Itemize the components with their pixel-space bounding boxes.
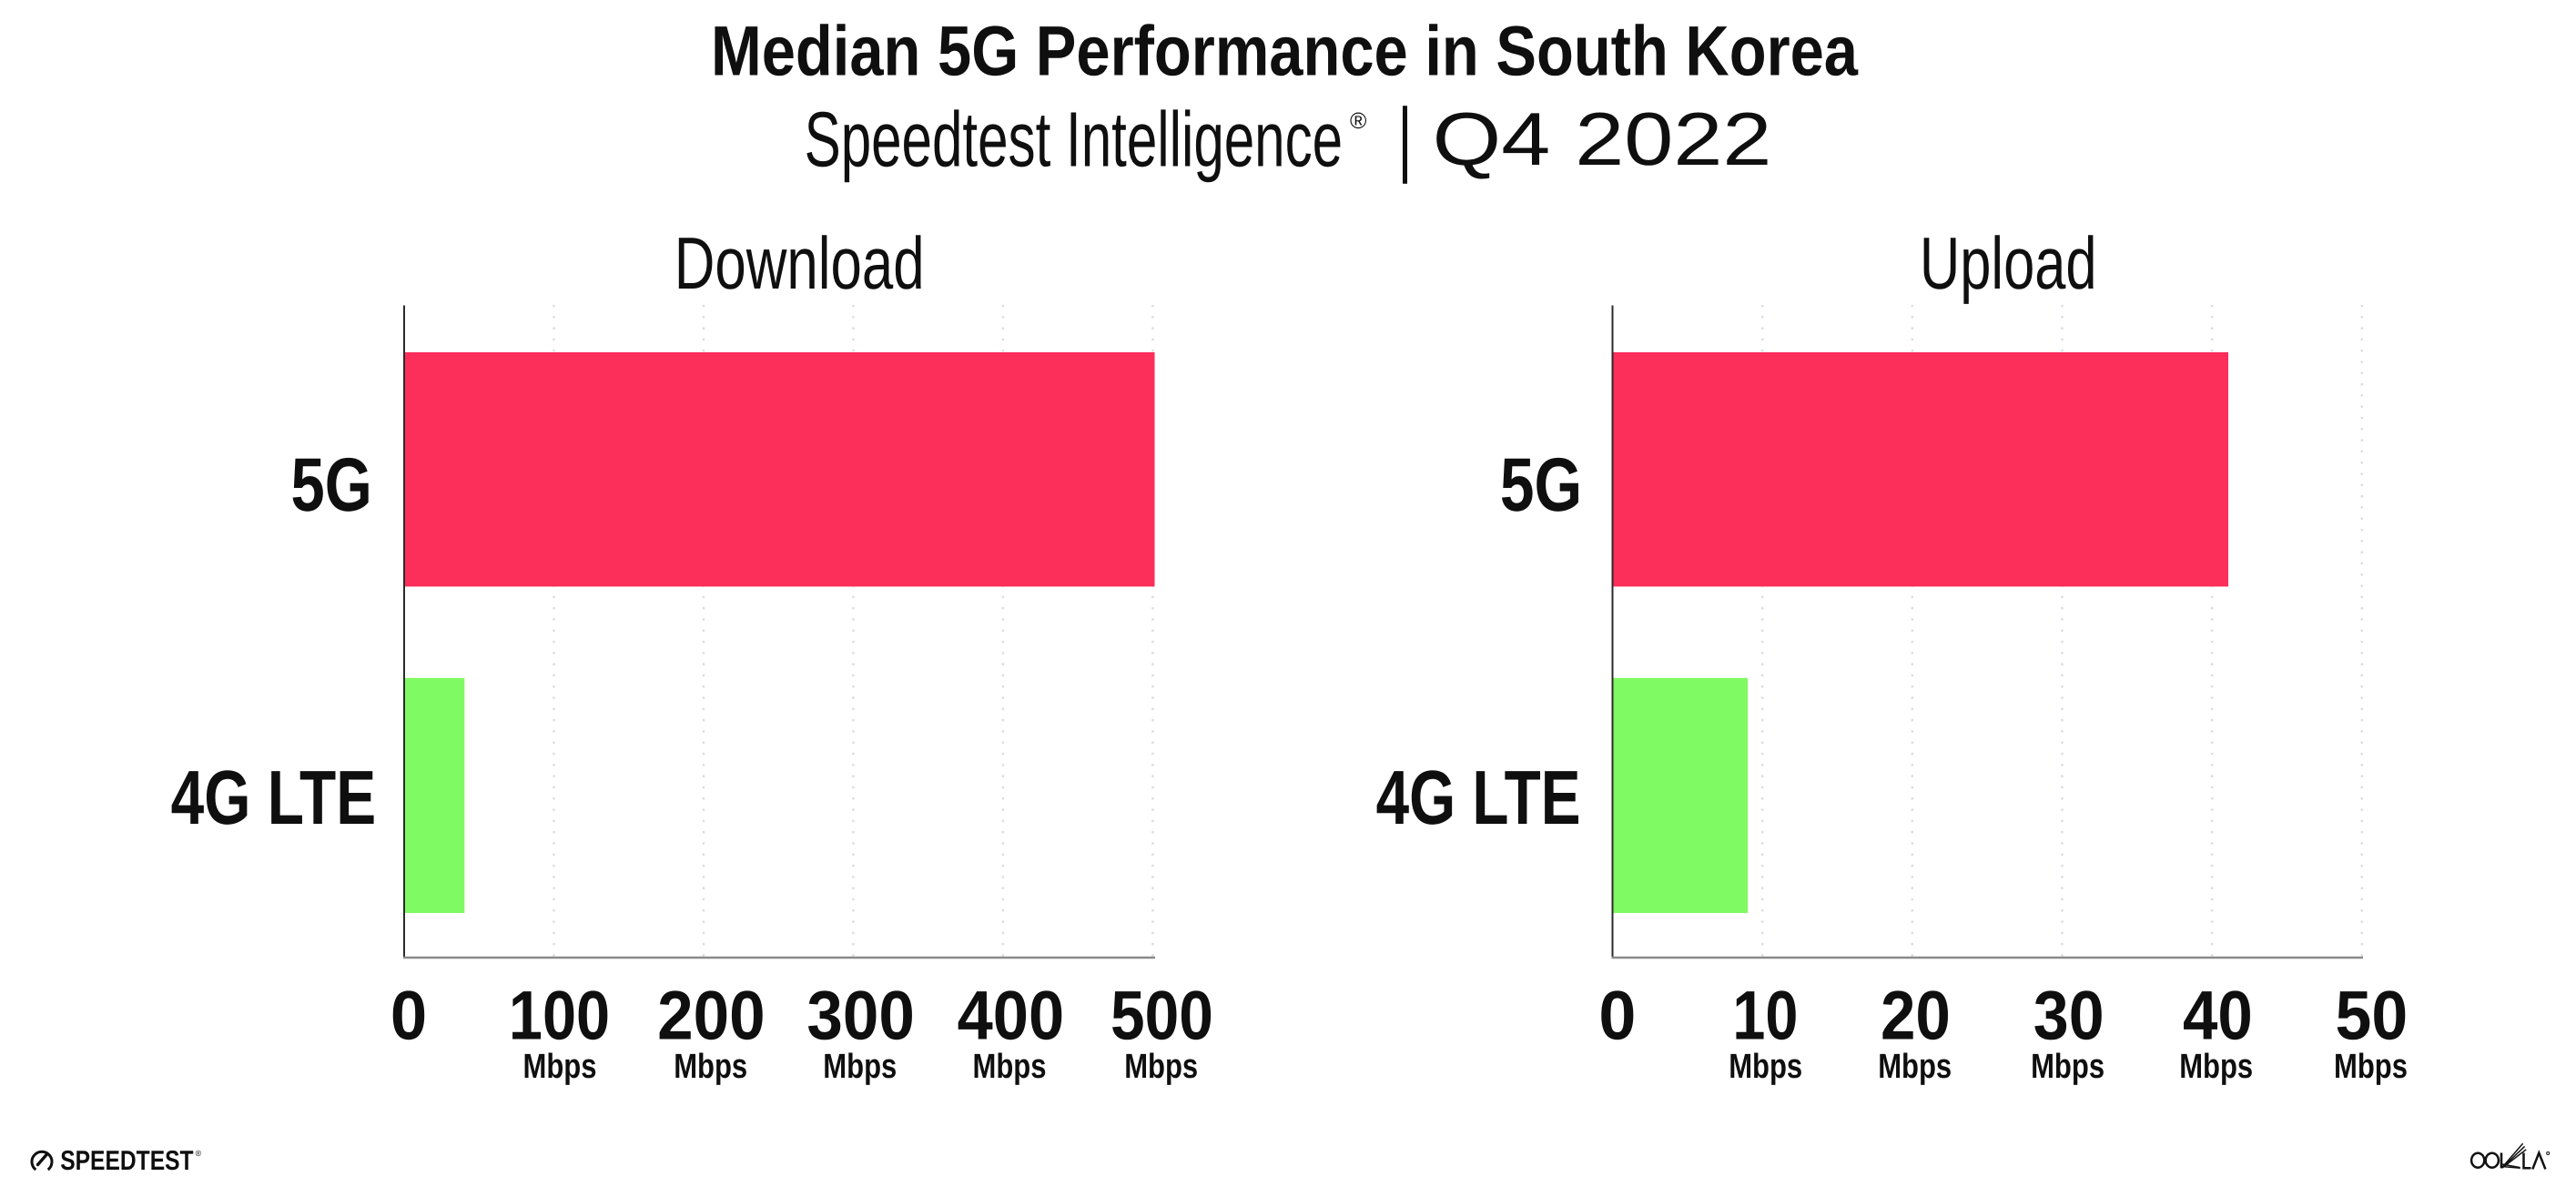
- svg-text:200: 200: [657, 978, 766, 1055]
- svg-text:300: 300: [806, 978, 914, 1055]
- svg-text:Mbps: Mbps: [2031, 1048, 2104, 1086]
- svg-text:5G: 5G: [291, 442, 372, 527]
- svg-text:500: 500: [1111, 978, 1213, 1055]
- svg-text:Mbps: Mbps: [2334, 1048, 2408, 1086]
- svg-text:30: 30: [2033, 978, 2104, 1055]
- svg-text:®: ®: [1350, 108, 1367, 134]
- svg-text:Upload: Upload: [1920, 223, 2097, 305]
- svg-text:Q4 2022: Q4 2022: [1433, 97, 1772, 181]
- svg-text:Mbps: Mbps: [823, 1048, 897, 1086]
- svg-text:20: 20: [1881, 978, 1951, 1055]
- svg-text:Download: Download: [674, 223, 925, 305]
- svg-text:100: 100: [509, 978, 610, 1055]
- svg-text:SPEEDTEST: SPEEDTEST: [60, 1146, 194, 1176]
- svg-text:400: 400: [958, 978, 1065, 1055]
- svg-text:Mbps: Mbps: [1124, 1048, 1198, 1086]
- svg-text:0: 0: [1598, 978, 1636, 1055]
- svg-text:Mbps: Mbps: [973, 1048, 1047, 1086]
- svg-text:®: ®: [196, 1149, 202, 1158]
- svg-text:4G LTE: 4G LTE: [171, 755, 377, 840]
- svg-text:Speedtest Intelligence: Speedtest Intelligence: [805, 96, 1344, 184]
- svg-text:0: 0: [390, 978, 427, 1055]
- svg-text:Mbps: Mbps: [1878, 1048, 1952, 1086]
- svg-text:Median 5G Performance in South: Median 5G Performance in South Korea: [711, 13, 1859, 91]
- svg-text:5G: 5G: [1500, 442, 1582, 527]
- svg-text:50: 50: [2336, 978, 2409, 1055]
- svg-text:40: 40: [2183, 978, 2253, 1055]
- svg-text:4G LTE: 4G LTE: [1376, 755, 1581, 840]
- svg-text:Mbps: Mbps: [1729, 1048, 1802, 1086]
- svg-text:Mbps: Mbps: [523, 1048, 597, 1086]
- svg-text:10: 10: [1732, 978, 1798, 1055]
- svg-text:Mbps: Mbps: [2179, 1048, 2253, 1086]
- svg-text:Mbps: Mbps: [674, 1048, 747, 1086]
